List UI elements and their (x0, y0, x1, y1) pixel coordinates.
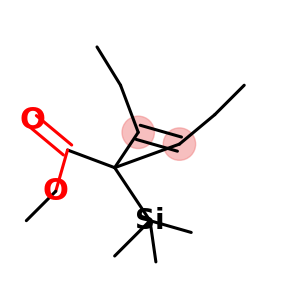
Circle shape (163, 128, 196, 160)
Text: O: O (43, 177, 69, 206)
Circle shape (122, 116, 154, 148)
Text: Si: Si (135, 207, 165, 235)
Text: O: O (19, 106, 45, 135)
